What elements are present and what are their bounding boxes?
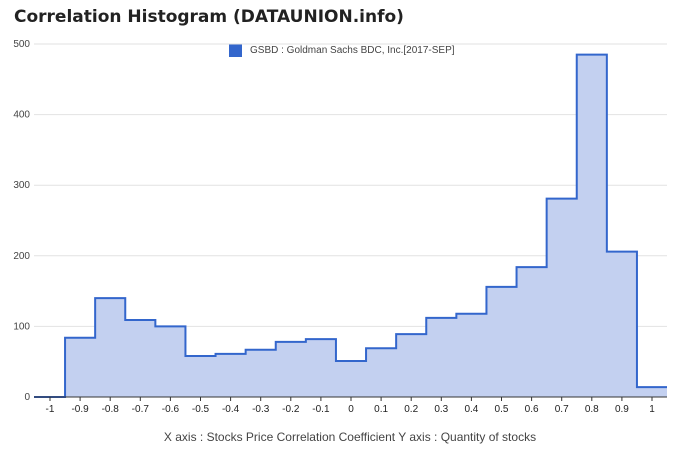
series-area: [34, 54, 667, 398]
x-tick-label: -0.2: [282, 404, 300, 415]
x-tick-label: 0.4: [464, 404, 478, 415]
x-tick-label: -0.7: [132, 404, 150, 415]
y-tick-label: 200: [13, 251, 30, 262]
y-tick-label: 300: [13, 180, 30, 191]
x-tick-label: -0.5: [192, 404, 210, 415]
chart-title: Correlation Histogram (DATAUNION.info): [14, 7, 404, 27]
y-tick-label: 500: [13, 39, 30, 50]
x-tick-label: 0.5: [495, 404, 509, 415]
y-tick-labels: 0 100 200 300 400 500: [13, 39, 30, 403]
x-tick-label: 0.1: [374, 404, 388, 415]
y-tick-label: 100: [13, 321, 30, 332]
x-tick-label: -1: [46, 404, 55, 415]
x-tick-label: -0.4: [222, 404, 240, 415]
x-tick-label: 0.6: [525, 404, 539, 415]
x-tick-label: -0.9: [71, 404, 89, 415]
legend: GSBD : Goldman Sachs BDC, Inc.[2017-SEP]: [229, 44, 455, 57]
x-tick-label: 0.7: [555, 404, 569, 415]
x-tick-label: -0.3: [252, 404, 270, 415]
y-tick-label: 0: [24, 392, 30, 403]
x-tick-label: -0.1: [312, 404, 330, 415]
x-axis: [34, 396, 667, 401]
y-tick-label: 400: [13, 110, 30, 121]
x-tick-labels: -1 -0.9 -0.8 -0.7 -0.6 -0.5 -0.4 -0.3 -0.2 -0.1 0 0…: [46, 404, 656, 415]
x-tick-label: 1: [649, 404, 655, 415]
x-tick-label: 0.9: [615, 404, 629, 415]
legend-label: GSBD : Goldman Sachs BDC, Inc.[2017-SEP]: [250, 45, 455, 56]
x-tick-label: 0.8: [585, 404, 599, 415]
x-tick-label: 0.3: [434, 404, 448, 415]
x-tick-label: -0.8: [102, 404, 120, 415]
x-tick-label: -0.6: [162, 404, 180, 415]
x-tick-label: 0: [348, 404, 354, 415]
legend-swatch: [229, 44, 242, 57]
series-line: [34, 53, 667, 398]
axes-caption: X axis : Stocks Price Correlation Coeffi…: [163, 430, 537, 444]
x-tick-label: 0.2: [404, 404, 418, 415]
